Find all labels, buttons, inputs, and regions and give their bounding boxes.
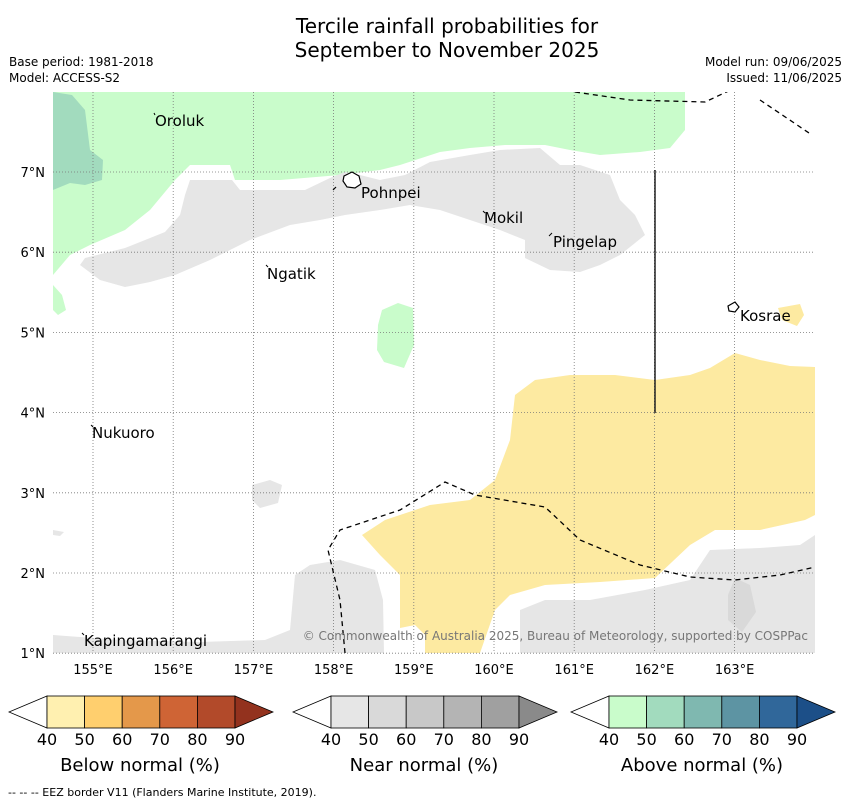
above-normal-region-patch — [377, 303, 414, 368]
place-label-kapingamarangi: Kapingamarangi — [84, 632, 207, 650]
below-normal-region-kosrae — [778, 304, 804, 326]
colorbar-segment — [646, 695, 685, 729]
colorbar-tick-label: 70 — [433, 730, 454, 749]
above-normal-50-region — [53, 92, 103, 190]
place-label-pohnpei: Pohnpei — [361, 184, 421, 202]
colorbar-tick-label: 60 — [112, 730, 133, 749]
near-normal-region-sw-edge — [53, 530, 64, 536]
above-normal-region-north — [53, 92, 685, 275]
colorbar-segment — [758, 695, 798, 729]
colorbar-lower-extension — [8, 695, 48, 729]
colorbar-tick-label: 50 — [358, 730, 379, 749]
lat-tick-label: 2°N — [21, 567, 46, 582]
forecast-map: Oroluk Pohnpei Mokil Pingelap Ngatik Kos… — [21, 92, 815, 678]
colorbar-tick-label: 70 — [149, 730, 170, 749]
near-normal-colorbar-title: Near normal (%) — [349, 755, 499, 776]
meta-left: Base period: 1981-2018 Model: ACCESS-S2 — [9, 54, 154, 86]
colorbar-tick-label: 70 — [711, 730, 732, 749]
below-normal-colorbar — [8, 695, 274, 729]
colorbar-tick-label: 40 — [598, 730, 620, 749]
colorbar-tick-label: 80 — [749, 730, 770, 749]
colorbar-tick-label: 80 — [187, 730, 208, 749]
title-line-1: Tercile rainfall probabilities for — [295, 14, 599, 38]
title-line-2: September to November 2025 — [294, 38, 600, 62]
near-normal-50-patch — [728, 578, 756, 632]
colorbar-upper-extension — [234, 695, 274, 729]
lon-tick-label: 156°E — [153, 663, 193, 678]
colorbar-segment — [368, 695, 407, 729]
lon-tick-label: 155°E — [73, 663, 113, 678]
colorbar-tick-label: 50 — [74, 730, 95, 749]
lon-tick-label: 159°E — [394, 663, 434, 678]
place-label-kosrae: Kosrae — [740, 307, 791, 325]
place-label-mokil: Mokil — [484, 209, 523, 227]
lat-tick-label: 5°N — [21, 326, 46, 341]
colorbar-tick-label: 80 — [471, 730, 492, 749]
pohnpei-reef-mark — [332, 186, 337, 191]
colorbar-tick-label: 40 — [36, 730, 58, 749]
above-normal-colorbar-title: Above normal (%) — [620, 755, 784, 776]
lat-tick-label: 6°N — [21, 246, 46, 261]
copyright-notice: © Commonwealth of Australia 2025, Bureau… — [303, 629, 808, 643]
colorbar-segment — [683, 695, 723, 729]
below-normal-region — [362, 353, 815, 653]
colorbar-segment — [159, 695, 198, 729]
colorbar-segment — [330, 695, 369, 729]
base-period-label: Base period: 1981-2018 — [9, 55, 154, 69]
pohnpei-island-icon — [342, 171, 362, 189]
colorbar-segment — [196, 695, 236, 729]
colorbar-lower-extension — [292, 695, 332, 729]
above-normal-region-west — [53, 285, 66, 315]
colorbar-tick-label: 90 — [224, 730, 246, 749]
lat-tick-label: 3°N — [21, 487, 46, 502]
colorbar-tick-label: 60 — [674, 730, 695, 749]
meta-right: Model run: 09/06/2025 Issued: 11/06/2025 — [705, 54, 842, 86]
lon-tick-label: 162°E — [635, 663, 675, 678]
colorbar-tick-label: 40 — [320, 730, 342, 749]
colorbar-segment — [721, 695, 760, 729]
place-label-pingelap: Pingelap — [553, 233, 617, 251]
place-label-nukuoro: Nukuoro — [92, 424, 155, 442]
atoll-marks — [81, 112, 553, 636]
colorbar-upper-extension — [796, 695, 836, 729]
place-label-oroluk: Oroluk — [155, 112, 204, 130]
lat-tick-label: 7°N — [21, 166, 46, 181]
lon-tick-label: 163°E — [715, 663, 755, 678]
kosrae-island-icon — [727, 301, 740, 313]
eez-border-north — [574, 92, 813, 136]
lon-tick-label: 160°E — [474, 663, 514, 678]
lat-tick-label: 1°N — [21, 647, 46, 662]
near-normal-region-south — [53, 560, 384, 653]
colorbar-segment — [405, 695, 445, 729]
eez-border-south — [327, 481, 815, 653]
colorbar-tick-label: 50 — [636, 730, 657, 749]
lon-tick-label: 157°E — [234, 663, 274, 678]
lon-tick-label: 161°E — [554, 663, 594, 678]
colorbar-tick-label: 90 — [508, 730, 530, 749]
colorbar-segment — [443, 695, 482, 729]
colorbar-tick-label: 60 — [396, 730, 417, 749]
eez-borders — [327, 92, 815, 653]
lat-tick-label: 4°N — [21, 407, 46, 422]
map-title: Tercile rainfall probabilities for Septe… — [0, 14, 850, 62]
colorbar-upper-extension — [518, 695, 558, 729]
lon-tick-label: 158°E — [314, 663, 354, 678]
probability-shading — [53, 92, 815, 653]
colorbar-segment — [84, 695, 123, 729]
colorbar-tick-label: 90 — [786, 730, 808, 749]
below-normal-colorbar-title: Below normal (%) — [60, 755, 220, 776]
place-label-ngatik: Ngatik — [267, 265, 316, 283]
colorbar-lower-extension — [570, 695, 610, 729]
issued-label: Issued: 11/06/2025 — [726, 71, 842, 85]
near-normal-colorbar — [292, 695, 558, 729]
colorbar-segment — [480, 695, 520, 729]
near-normal-region-small — [252, 480, 282, 508]
colorbar-segment — [121, 695, 161, 729]
model-label: Model: ACCESS-S2 — [9, 71, 121, 85]
above-normal-colorbar — [570, 695, 836, 729]
eez-footnote: -- -- -- EEZ border V11 (Flanders Marine… — [8, 786, 317, 799]
colorbar-segment — [46, 695, 85, 729]
model-run-label: Model run: 09/06/2025 — [704, 55, 842, 69]
colorbar-segment — [608, 695, 647, 729]
